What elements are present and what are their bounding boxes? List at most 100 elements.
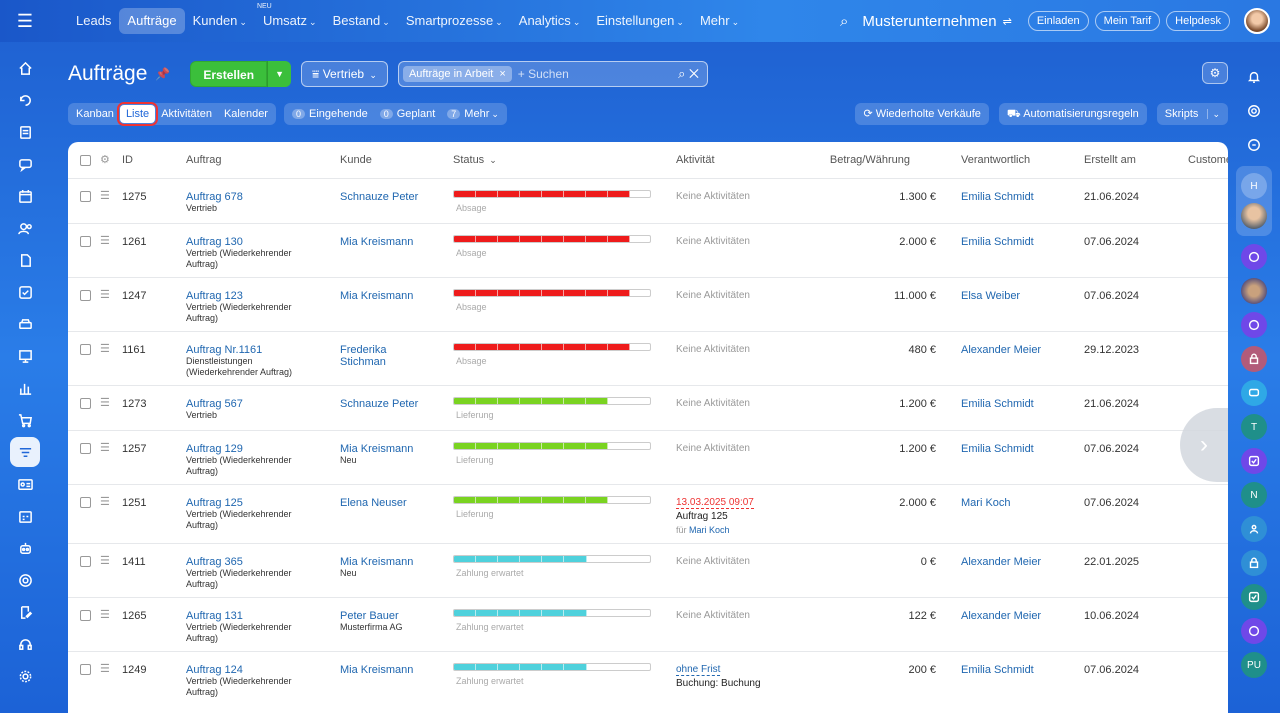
- row-menu-icon[interactable]: ☰: [100, 555, 110, 567]
- automation-rules-button[interactable]: ⛟ Automatisierungsregeln: [998, 103, 1147, 125]
- row-menu-icon[interactable]: ☰: [100, 235, 110, 247]
- settings-sliders-icon[interactable]: ⇌: [1002, 15, 1012, 28]
- presentation-icon[interactable]: [10, 341, 40, 371]
- row-menu-icon[interactable]: ☰: [100, 397, 110, 409]
- client-link[interactable]: Elena Neuser: [340, 497, 407, 509]
- table-row[interactable]: ☰ 1251 Auftrag 125 Vertrieb (Wiederkehrende…: [68, 484, 1228, 543]
- row-menu-icon[interactable]: ☰: [100, 289, 110, 301]
- table-row[interactable]: ☰ 1261 Auftrag 130 Vertrieb (Wiederkehrende…: [68, 223, 1228, 277]
- column-header-0[interactable]: ID: [122, 142, 133, 178]
- client-link[interactable]: Mia Kreismann: [340, 556, 414, 568]
- column-header-7[interactable]: Erstellt am: [1084, 142, 1136, 178]
- home-icon[interactable]: [10, 53, 40, 83]
- client-link[interactable]: Mia Kreismann: [340, 236, 414, 248]
- owner-link[interactable]: Emilia Schmidt: [961, 443, 1034, 455]
- owner-link[interactable]: Emilia Schmidt: [961, 398, 1034, 410]
- helpdesk-button[interactable]: Helpdesk: [1166, 11, 1230, 31]
- table-row[interactable]: ☰ 1161 Auftrag Nr.1161 Dienstleistungen (Wi…: [68, 331, 1228, 385]
- company-name[interactable]: Musterunternehmen: [862, 12, 997, 30]
- initial-avatar[interactable]: PU: [1241, 652, 1267, 678]
- deal-link[interactable]: Auftrag Nr.1161: [186, 344, 263, 356]
- stage-progress-bar[interactable]: [453, 397, 651, 405]
- calendar-icon[interactable]: [10, 181, 40, 211]
- analytics-icon[interactable]: [10, 373, 40, 403]
- pin-icon[interactable]: 📌: [155, 67, 171, 81]
- column-header-4[interactable]: Aktivität: [676, 142, 715, 178]
- row-checkbox[interactable]: [80, 290, 91, 301]
- column-settings-icon[interactable]: ⚙: [100, 154, 110, 166]
- stage-progress-bar[interactable]: [453, 663, 651, 671]
- view-tab-1[interactable]: Liste: [116, 102, 159, 126]
- row-checkbox[interactable]: [80, 556, 91, 567]
- deal-link[interactable]: Auftrag 365: [186, 556, 243, 568]
- row-menu-icon[interactable]: ☰: [100, 609, 110, 621]
- drive-icon[interactable]: [10, 309, 40, 339]
- row-checkbox[interactable]: [80, 443, 91, 454]
- nav-item-0[interactable]: Leads: [68, 8, 119, 34]
- deal-link[interactable]: Auftrag 125: [186, 497, 243, 509]
- edit-document-icon[interactable]: [10, 597, 40, 627]
- table-row[interactable]: ☰ 1411 Auftrag 365 Vertrieb (Wiederkehrende…: [68, 543, 1228, 597]
- nav-item-8[interactable]: Mehr ⌄: [692, 8, 747, 34]
- owner-link[interactable]: Emilia Schmidt: [961, 236, 1034, 248]
- schedule-icon[interactable]: [10, 501, 40, 531]
- nav-item-3[interactable]: NEU Umsatz ⌄: [255, 3, 325, 34]
- view-tab-0[interactable]: Kanban: [76, 108, 114, 120]
- row-menu-icon[interactable]: ☰: [100, 343, 110, 355]
- nav-item-6[interactable]: Analytics ⌄: [511, 8, 589, 34]
- owner-link[interactable]: Emilia Schmidt: [961, 191, 1034, 203]
- chat-icon[interactable]: [10, 149, 40, 179]
- copilot-chat-icon-2[interactable]: [1241, 312, 1267, 338]
- activity-person[interactable]: Mari Koch: [689, 525, 730, 535]
- activity-title[interactable]: Auftrag 125: [676, 511, 728, 522]
- search-icon[interactable]: ⌕: [678, 66, 686, 81]
- settings-gear-icon[interactable]: ⚙: [1202, 62, 1228, 84]
- column-header-1[interactable]: Auftrag: [186, 142, 221, 178]
- nav-item-5[interactable]: Smartprozesse ⌄: [398, 8, 511, 34]
- column-header-5[interactable]: Betrag/Währung: [830, 142, 910, 178]
- copilot-chat-icon-3[interactable]: [1241, 618, 1267, 644]
- column-header-3[interactable]: Status ⌄: [453, 142, 497, 178]
- client-link[interactable]: Frederika Stichman: [340, 344, 387, 368]
- table-row[interactable]: ☰ 1247 Auftrag 123 Vertrieb (Wiederkehrende…: [68, 277, 1228, 331]
- owner-link[interactable]: Emilia Schmidt: [961, 664, 1034, 676]
- stage-progress-bar[interactable]: [453, 190, 651, 198]
- nav-item-1[interactable]: Aufträge: [119, 8, 185, 34]
- deal-link[interactable]: Auftrag 567: [186, 398, 243, 410]
- filter-search[interactable]: Aufträge in Arbeit × ⌕ ✕: [397, 61, 708, 87]
- file-icon[interactable]: [10, 245, 40, 275]
- activity-deadline[interactable]: 13.03.2025 09:07: [676, 497, 754, 509]
- owner-link[interactable]: Alexander Meier: [961, 344, 1042, 356]
- view-tab-3[interactable]: Kalender: [223, 108, 268, 120]
- stage-progress-bar[interactable]: [453, 289, 651, 297]
- table-row[interactable]: ☰ 1257 Auftrag 129 Vertrieb (Wiederkehrende…: [68, 430, 1228, 484]
- settings-icon[interactable]: [10, 661, 40, 691]
- cart-icon[interactable]: [10, 405, 40, 435]
- robot-icon[interactable]: [10, 533, 40, 563]
- stage-progress-bar[interactable]: [453, 609, 651, 617]
- chat-bubble-icon[interactable]: [1241, 380, 1267, 406]
- row-menu-icon[interactable]: ☰: [100, 663, 110, 675]
- scripts-button[interactable]: Skripts ⌄: [1156, 103, 1228, 125]
- stage-progress-bar[interactable]: [453, 555, 651, 563]
- client-link[interactable]: Schnauze Peter: [340, 191, 419, 203]
- row-checkbox[interactable]: [80, 610, 91, 621]
- tariff-button[interactable]: Mein Tarif: [1094, 11, 1161, 31]
- search-icon[interactable]: ⌕: [839, 12, 849, 30]
- activity-deadline[interactable]: ohne Frist: [676, 664, 721, 676]
- group-icon[interactable]: [1241, 516, 1267, 542]
- row-checkbox[interactable]: [80, 664, 91, 675]
- row-menu-icon[interactable]: ☰: [100, 190, 110, 202]
- row-checkbox[interactable]: [80, 344, 91, 355]
- counter-filter-2[interactable]: 7 Mehr ⌄: [441, 105, 505, 123]
- search-input[interactable]: [517, 67, 648, 81]
- client-link[interactable]: Mia Kreismann: [340, 443, 414, 455]
- funnel-select[interactable]: ⩸ Vertrieb ⌄: [301, 61, 388, 87]
- create-button[interactable]: Erstellen: [190, 61, 268, 87]
- initial-avatar[interactable]: H: [1241, 173, 1267, 199]
- nav-item-2[interactable]: Kunden ⌄: [185, 8, 255, 34]
- owner-link[interactable]: Alexander Meier: [961, 556, 1042, 568]
- user-avatar-photo-2[interactable]: [1241, 278, 1267, 304]
- user-avatar-photo[interactable]: [1241, 203, 1267, 229]
- target-icon[interactable]: [10, 565, 40, 595]
